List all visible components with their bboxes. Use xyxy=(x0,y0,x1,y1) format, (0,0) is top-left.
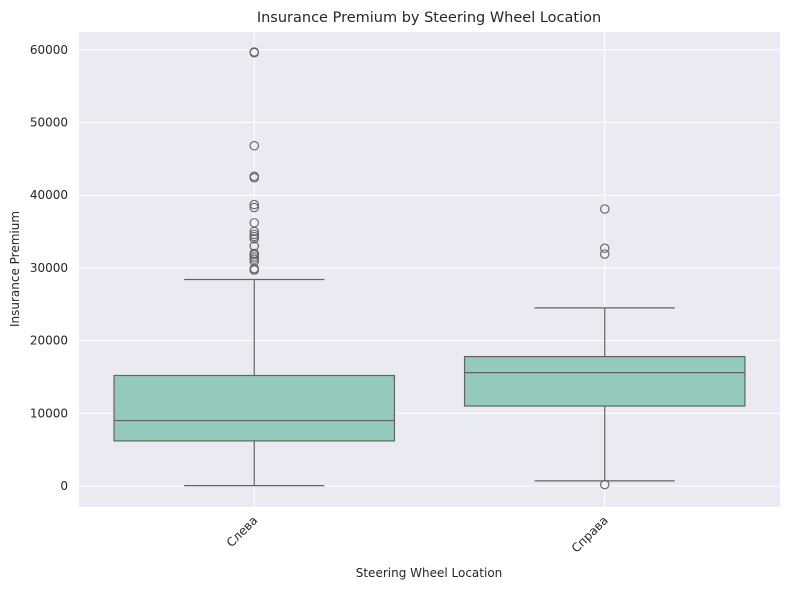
y-tick-label: 0 xyxy=(60,479,68,493)
outlier-point xyxy=(249,241,260,251)
outlier-point xyxy=(249,47,260,57)
outlier-point xyxy=(599,243,610,254)
boxes xyxy=(113,47,746,490)
y-tick-label: 50000 xyxy=(30,116,68,130)
iqr-box xyxy=(113,374,396,442)
y-tick-label: 30000 xyxy=(30,261,68,275)
outlier-point xyxy=(249,248,260,259)
outlier-point xyxy=(249,199,260,210)
chart-title: Insurance Premium by Steering Wheel Loca… xyxy=(257,10,601,26)
x-tick-label: Справа xyxy=(569,513,611,555)
outlier-point xyxy=(249,202,260,213)
y-tick-label: 20000 xyxy=(30,334,68,348)
y-tick-label: 60000 xyxy=(30,43,68,57)
outlier-point xyxy=(599,204,610,214)
y-tick-label: 40000 xyxy=(30,188,68,202)
outlier-point xyxy=(249,229,260,240)
outlier-point xyxy=(249,141,260,151)
x-axis-label: Steering Wheel Location xyxy=(356,566,503,580)
y-axis-label: Insurance Premium xyxy=(8,211,22,327)
iqr-box xyxy=(463,355,746,407)
outlier-point xyxy=(249,263,260,274)
outlier-point xyxy=(599,479,610,490)
outlier-point xyxy=(249,171,260,182)
outlier-point xyxy=(249,218,260,228)
x-tick-label: Слева xyxy=(224,513,261,550)
y-tick-label: 10000 xyxy=(30,406,68,420)
outlier-point xyxy=(599,249,610,259)
